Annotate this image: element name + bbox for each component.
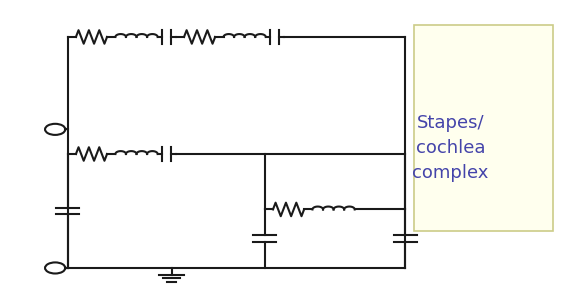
FancyBboxPatch shape bbox=[414, 25, 553, 231]
Text: Stapes/
cochlea
complex: Stapes/ cochlea complex bbox=[412, 114, 489, 182]
